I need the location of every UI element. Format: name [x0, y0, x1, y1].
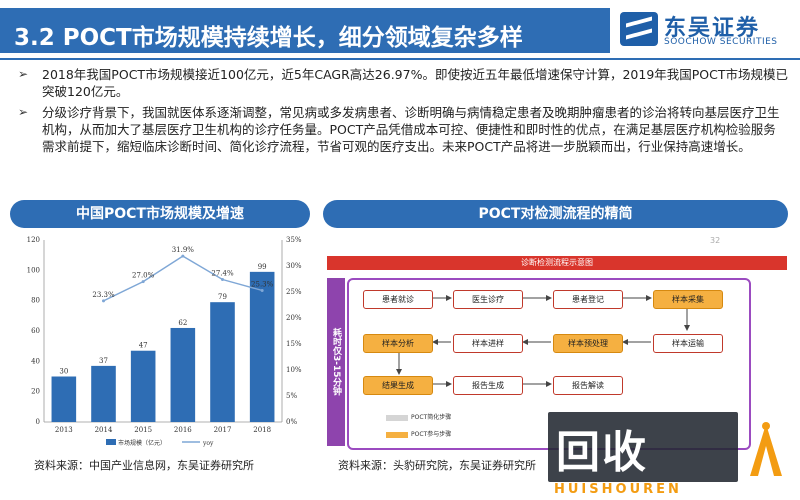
- page-number: 32: [710, 236, 721, 245]
- flow-node-sample-analysis: 样本分析: [363, 334, 433, 353]
- y-tick-label: 100: [27, 266, 40, 274]
- flow-title: 诊断检测流程示意图: [327, 256, 787, 270]
- y-tick-label: 120: [27, 236, 40, 244]
- y2-tick-label: 15%: [286, 340, 302, 348]
- flow-node-sample-injection: 样本进样: [453, 334, 523, 353]
- y2-tick-label: 20%: [286, 314, 302, 322]
- market-size-heading: 中国POCT市场规模及增速: [10, 200, 310, 228]
- yoy-label: 25.3%: [251, 280, 274, 288]
- legend-label: POCT参与步骤: [411, 431, 452, 438]
- flow-node-sample-collection: 样本采集: [653, 290, 723, 309]
- title-bar: 3.2 POCT市场规模持续增长，细分领域复杂多样: [0, 8, 610, 53]
- y-tick-label: 0: [36, 418, 40, 426]
- legend-swatch: [386, 431, 408, 438]
- yoy-label: 23.3%: [92, 291, 115, 299]
- poct-flow-heading: POCT对检测流程的精简: [323, 200, 788, 228]
- bullet-list: ➢ 2018年我国POCT市场规模接近100亿元，近5年CAGR高达26.97%…: [18, 66, 788, 159]
- legend-item-participated: POCT参与步骤: [386, 429, 451, 438]
- arrow-bullet-icon: ➢: [18, 105, 29, 119]
- header-rule: [0, 58, 800, 60]
- legend-label-line: yoy: [202, 440, 214, 447]
- watermark-box: 回收: [548, 412, 738, 482]
- flow-node-sample-transport: 样本运输: [653, 334, 723, 353]
- poct-flow-panel: POCT对检测流程的精简 诊断检测流程示意图 耗时仅3-15分钟 患者就诊 医生…: [323, 200, 788, 450]
- yoy-point: [260, 288, 264, 292]
- bar: [170, 327, 196, 422]
- bar-label: 30: [59, 368, 68, 376]
- watermark-sub: HUISHOUREN: [554, 482, 682, 497]
- flow-node-patient-visit: 患者就诊: [363, 290, 433, 309]
- y-tick-label: 80: [31, 297, 40, 305]
- flow-node-result-generation: 结果生成: [363, 376, 433, 395]
- y2-tick-label: 0%: [286, 418, 297, 426]
- bar-label: 37: [99, 357, 108, 365]
- watermark-text: 回收: [556, 427, 648, 478]
- brand-logo: 东吴证券 SOOCHOW SECURITIES: [620, 10, 790, 50]
- time-label: 耗时仅3-15分钟: [327, 278, 345, 446]
- legend-swatch-bar: [106, 439, 116, 445]
- bar-label: 62: [178, 319, 187, 327]
- bar-label: 99: [258, 263, 267, 271]
- legend-item-simplified: POCT简化步骤: [386, 412, 451, 421]
- market-size-panel: 中国POCT市场规模及增速 0 20 40 60 80 100 120 0% 5% 10% 15% 2…: [10, 200, 310, 450]
- left-source: 资料来源：中国产业信息网，东吴证券研究所: [34, 459, 254, 472]
- watermark: 回收 HUISHOUREN: [548, 412, 800, 500]
- x-tick-label: 2017: [214, 426, 232, 434]
- x-tick-label: 2014: [95, 426, 113, 434]
- bar: [130, 350, 156, 422]
- watermark-figure-icon: [750, 422, 782, 476]
- yoy-point: [181, 254, 185, 258]
- x-tick-label: 2018: [253, 426, 271, 434]
- yoy-point: [141, 280, 145, 284]
- y2-tick-label: 35%: [286, 236, 302, 244]
- right-source: 资料来源：头豹研究院，东吴证券研究所: [338, 459, 536, 472]
- y-tick-label: 40: [31, 357, 40, 365]
- logo-mark-icon: [620, 12, 658, 46]
- bar: [210, 302, 235, 422]
- y-tick-label: 20: [31, 388, 40, 396]
- y-tick-label: 60: [31, 327, 40, 335]
- bullet-item: ➢ 2018年我国POCT市场规模接近100亿元，近5年CAGR高达26.97%…: [18, 66, 788, 100]
- y2-tick-label: 10%: [286, 366, 302, 374]
- bullet-text: 分级诊疗背景下，我国就医体系逐渐调整，常见病或多发病患者、诊断明确与病情稳定患者…: [42, 105, 780, 154]
- y2-tick-label: 25%: [286, 288, 302, 296]
- legend-label: POCT简化步骤: [411, 414, 452, 421]
- arrow-bullet-icon: ➢: [18, 67, 29, 81]
- x-tick-label: 2015: [134, 426, 152, 434]
- bar: [91, 365, 116, 422]
- bullet-text: 2018年我国POCT市场规模接近100亿元，近5年CAGR高达26.97%。即…: [42, 67, 789, 99]
- flow-legend: POCT简化步骤 POCT参与步骤: [386, 412, 451, 446]
- bar: [51, 376, 77, 422]
- logo-name-en: SOOCHOW SECURITIES: [664, 37, 778, 47]
- bullet-item: ➢ 分级诊疗背景下，我国就医体系逐渐调整，常见病或多发病患者、诊断明确与病情稳定…: [18, 104, 788, 155]
- market-size-chart: 0 20 40 60 80 100 120 0% 5% 10% 15% 20% 25% 30% 35% 30 2…: [27, 236, 302, 447]
- bar-label: 47: [139, 342, 148, 350]
- yoy-label: 27.4%: [211, 270, 234, 278]
- legend-label-bar: 市场规模（亿元）: [118, 439, 166, 447]
- flow-node-report-reading: 报告解读: [553, 376, 623, 395]
- bar: [249, 271, 275, 422]
- yoy-point: [102, 299, 105, 303]
- flow-node-report-generation: 报告生成: [453, 376, 523, 395]
- legend-swatch: [386, 414, 408, 421]
- yoy-point: [221, 278, 224, 282]
- yoy-label: 31.9%: [172, 246, 195, 254]
- flow-arrows: [396, 295, 690, 387]
- x-tick-label: 2016: [174, 426, 192, 434]
- flow-node-doctor-diagnosis: 医生诊疗: [453, 290, 523, 309]
- yoy-label: 27.0%: [132, 272, 155, 280]
- x-tick-label: 2013: [55, 426, 73, 434]
- logo-name-cn: 东吴证券: [664, 16, 761, 41]
- bar-label: 79: [218, 293, 227, 301]
- y2-tick-label: 30%: [286, 262, 302, 270]
- yoy-line: [103, 255, 263, 302]
- slide-title: 3.2 POCT市场规模持续增长，细分领域复杂多样: [14, 25, 523, 51]
- slide-header: 3.2 POCT市场规模持续增长，细分领域复杂多样 东吴证券 SOOCHOW S…: [0, 0, 800, 58]
- flow-node-patient-register: 患者登记: [553, 290, 623, 309]
- flow-node-sample-pretreatment: 样本预处理: [553, 334, 623, 353]
- y2-tick-label: 5%: [286, 392, 297, 400]
